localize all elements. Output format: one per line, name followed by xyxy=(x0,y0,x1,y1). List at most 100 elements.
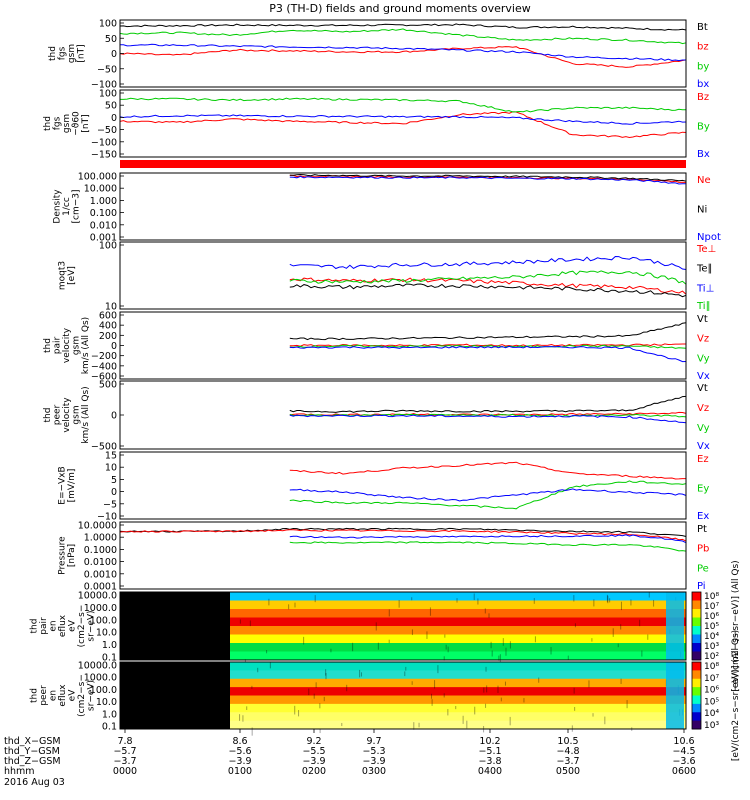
y-axis-label: Pressure [nPa] xyxy=(57,536,77,575)
series-line-3 xyxy=(289,344,687,349)
colorbar-segment xyxy=(692,634,701,644)
y-axis-label-line: [nT] xyxy=(76,44,86,62)
spectrogram-edge xyxy=(666,662,684,729)
spectrogram-band xyxy=(230,609,686,618)
panel-background xyxy=(120,522,686,589)
spectrogram-speckle xyxy=(443,693,445,698)
spectrogram-speckle xyxy=(360,672,362,677)
spectrogram-speckle xyxy=(648,592,650,598)
y-tick-label: 0 xyxy=(111,487,117,498)
spectrogram-speckle xyxy=(251,727,253,736)
colorbar-tick-label: 10⁸ xyxy=(704,592,719,602)
colorbar-segment xyxy=(692,600,701,610)
spectrogram-speckle xyxy=(620,601,622,611)
spectrogram-speckle xyxy=(606,594,608,603)
y-axis-label-line: gsm xyxy=(72,405,82,424)
colorbar-tick-label: 10⁴ xyxy=(704,709,719,719)
y-axis-label-line: peer xyxy=(53,404,63,425)
y-tick-label: 1000.0 xyxy=(84,603,117,614)
y-axis-label-line: en xyxy=(49,690,59,701)
y-tick-label: −100 xyxy=(91,80,117,91)
data-gap xyxy=(120,662,230,729)
y-tick-label: 10.0 xyxy=(96,697,117,708)
spectrogram-speckle xyxy=(405,666,407,671)
panel-background xyxy=(120,20,686,87)
spectrogram-speckle xyxy=(647,634,649,640)
spectrogram-speckle xyxy=(411,597,413,601)
y-tick-label: 10 xyxy=(105,463,117,474)
y-axis-label-line: gsm xyxy=(72,336,82,355)
y-axis-label-line: −ϑ60 xyxy=(72,111,82,136)
mode-bar xyxy=(120,160,686,168)
series-line-3 xyxy=(119,114,687,125)
x-tick-label: −4.8 xyxy=(556,746,579,757)
spectrogram-speckle xyxy=(486,685,488,693)
spectrogram-speckle xyxy=(509,641,511,649)
spectrogram-speckle xyxy=(474,706,476,715)
spectrogram-speckle xyxy=(404,671,406,677)
spectrogram-speckle xyxy=(325,669,327,676)
y-axis-label-line: fgs xyxy=(57,46,67,60)
colorbar-segment xyxy=(692,670,701,680)
series-line-4 xyxy=(289,534,687,544)
legend-label: Te∥ xyxy=(696,264,713,275)
spectrogram-speckle xyxy=(313,693,315,699)
y-tick-label: −150 xyxy=(91,150,117,161)
series-line-2 xyxy=(289,480,687,510)
colorbar-tick-label: 10⁵ xyxy=(704,697,719,707)
y-axis-label-line: peer xyxy=(39,685,49,706)
y-axis-label-line: sr−eV) xyxy=(87,610,97,641)
series-line-3 xyxy=(289,541,687,552)
y-axis-label-line: pair xyxy=(53,336,63,354)
y-tick-label: 100.0 xyxy=(90,685,117,696)
spectrogram-speckle xyxy=(431,693,433,699)
y-axis-label-line: velocity xyxy=(62,327,72,363)
series-line-1 xyxy=(289,461,686,480)
legend-label: Ti⊥ xyxy=(696,283,714,294)
x-tick-label: −3.9 xyxy=(302,756,325,767)
colorbar-frame xyxy=(691,661,702,730)
spectrogram-speckle xyxy=(588,680,590,688)
spectrogram-speckle xyxy=(505,647,507,656)
x-tick-label: 10.5 xyxy=(557,736,578,747)
spectrogram-speckle xyxy=(330,648,332,653)
colorbar-tick-label: 10⁶ xyxy=(704,612,719,622)
legend-label: Pb xyxy=(697,544,709,555)
spectrogram-speckle xyxy=(314,595,316,603)
spectrogram-speckle xyxy=(488,613,490,618)
spectrogram-speckle xyxy=(319,703,321,709)
spectrogram-speckle xyxy=(500,697,502,702)
series-line-3 xyxy=(289,175,687,185)
y-tick-label: 10 xyxy=(105,302,117,313)
x-axis-group: thd_X−GSM 7.8 8.6 9.2 9.7 10.2 10.5 10.6 thd_Y−G… xyxy=(4,729,696,788)
spectrogram-speckle xyxy=(523,698,525,703)
spectrogram-speckle xyxy=(388,639,390,644)
series-line-2 xyxy=(289,411,687,416)
spectrogram-speckle xyxy=(485,666,487,672)
legend-label: Vx xyxy=(697,441,710,452)
x-tick-label: −3.7 xyxy=(556,756,579,767)
page-title: P3 (TH-D) fields and ground moments over… xyxy=(269,2,531,15)
y-tick-label: 10.000 xyxy=(84,184,117,195)
spectrogram-speckle xyxy=(456,598,458,603)
series-line-4 xyxy=(289,270,687,285)
colorbar-tick-label: 10⁷ xyxy=(704,674,719,684)
spectrogram-band xyxy=(230,695,686,705)
spectrogram-speckle xyxy=(375,622,377,631)
spectrogram-speckle xyxy=(498,655,500,661)
spectrogram-speckle xyxy=(484,608,486,614)
panel-frame xyxy=(119,172,687,241)
x-tick-label: −3.9 xyxy=(228,756,251,767)
spectrogram-band xyxy=(230,617,686,627)
spectrogram-speckle xyxy=(447,646,449,653)
y-tick-label: 100.0 xyxy=(90,615,117,626)
spectrogram-speckle xyxy=(591,638,593,642)
y-tick-label: −400 xyxy=(91,361,117,372)
y-tick-label: 0.1000 xyxy=(84,545,117,556)
legend-label: Ne xyxy=(697,175,711,186)
spectrogram-speckle xyxy=(477,598,479,605)
legend-label: Te⊥ xyxy=(696,244,716,255)
y-axis-label-line: velocity xyxy=(62,397,72,433)
